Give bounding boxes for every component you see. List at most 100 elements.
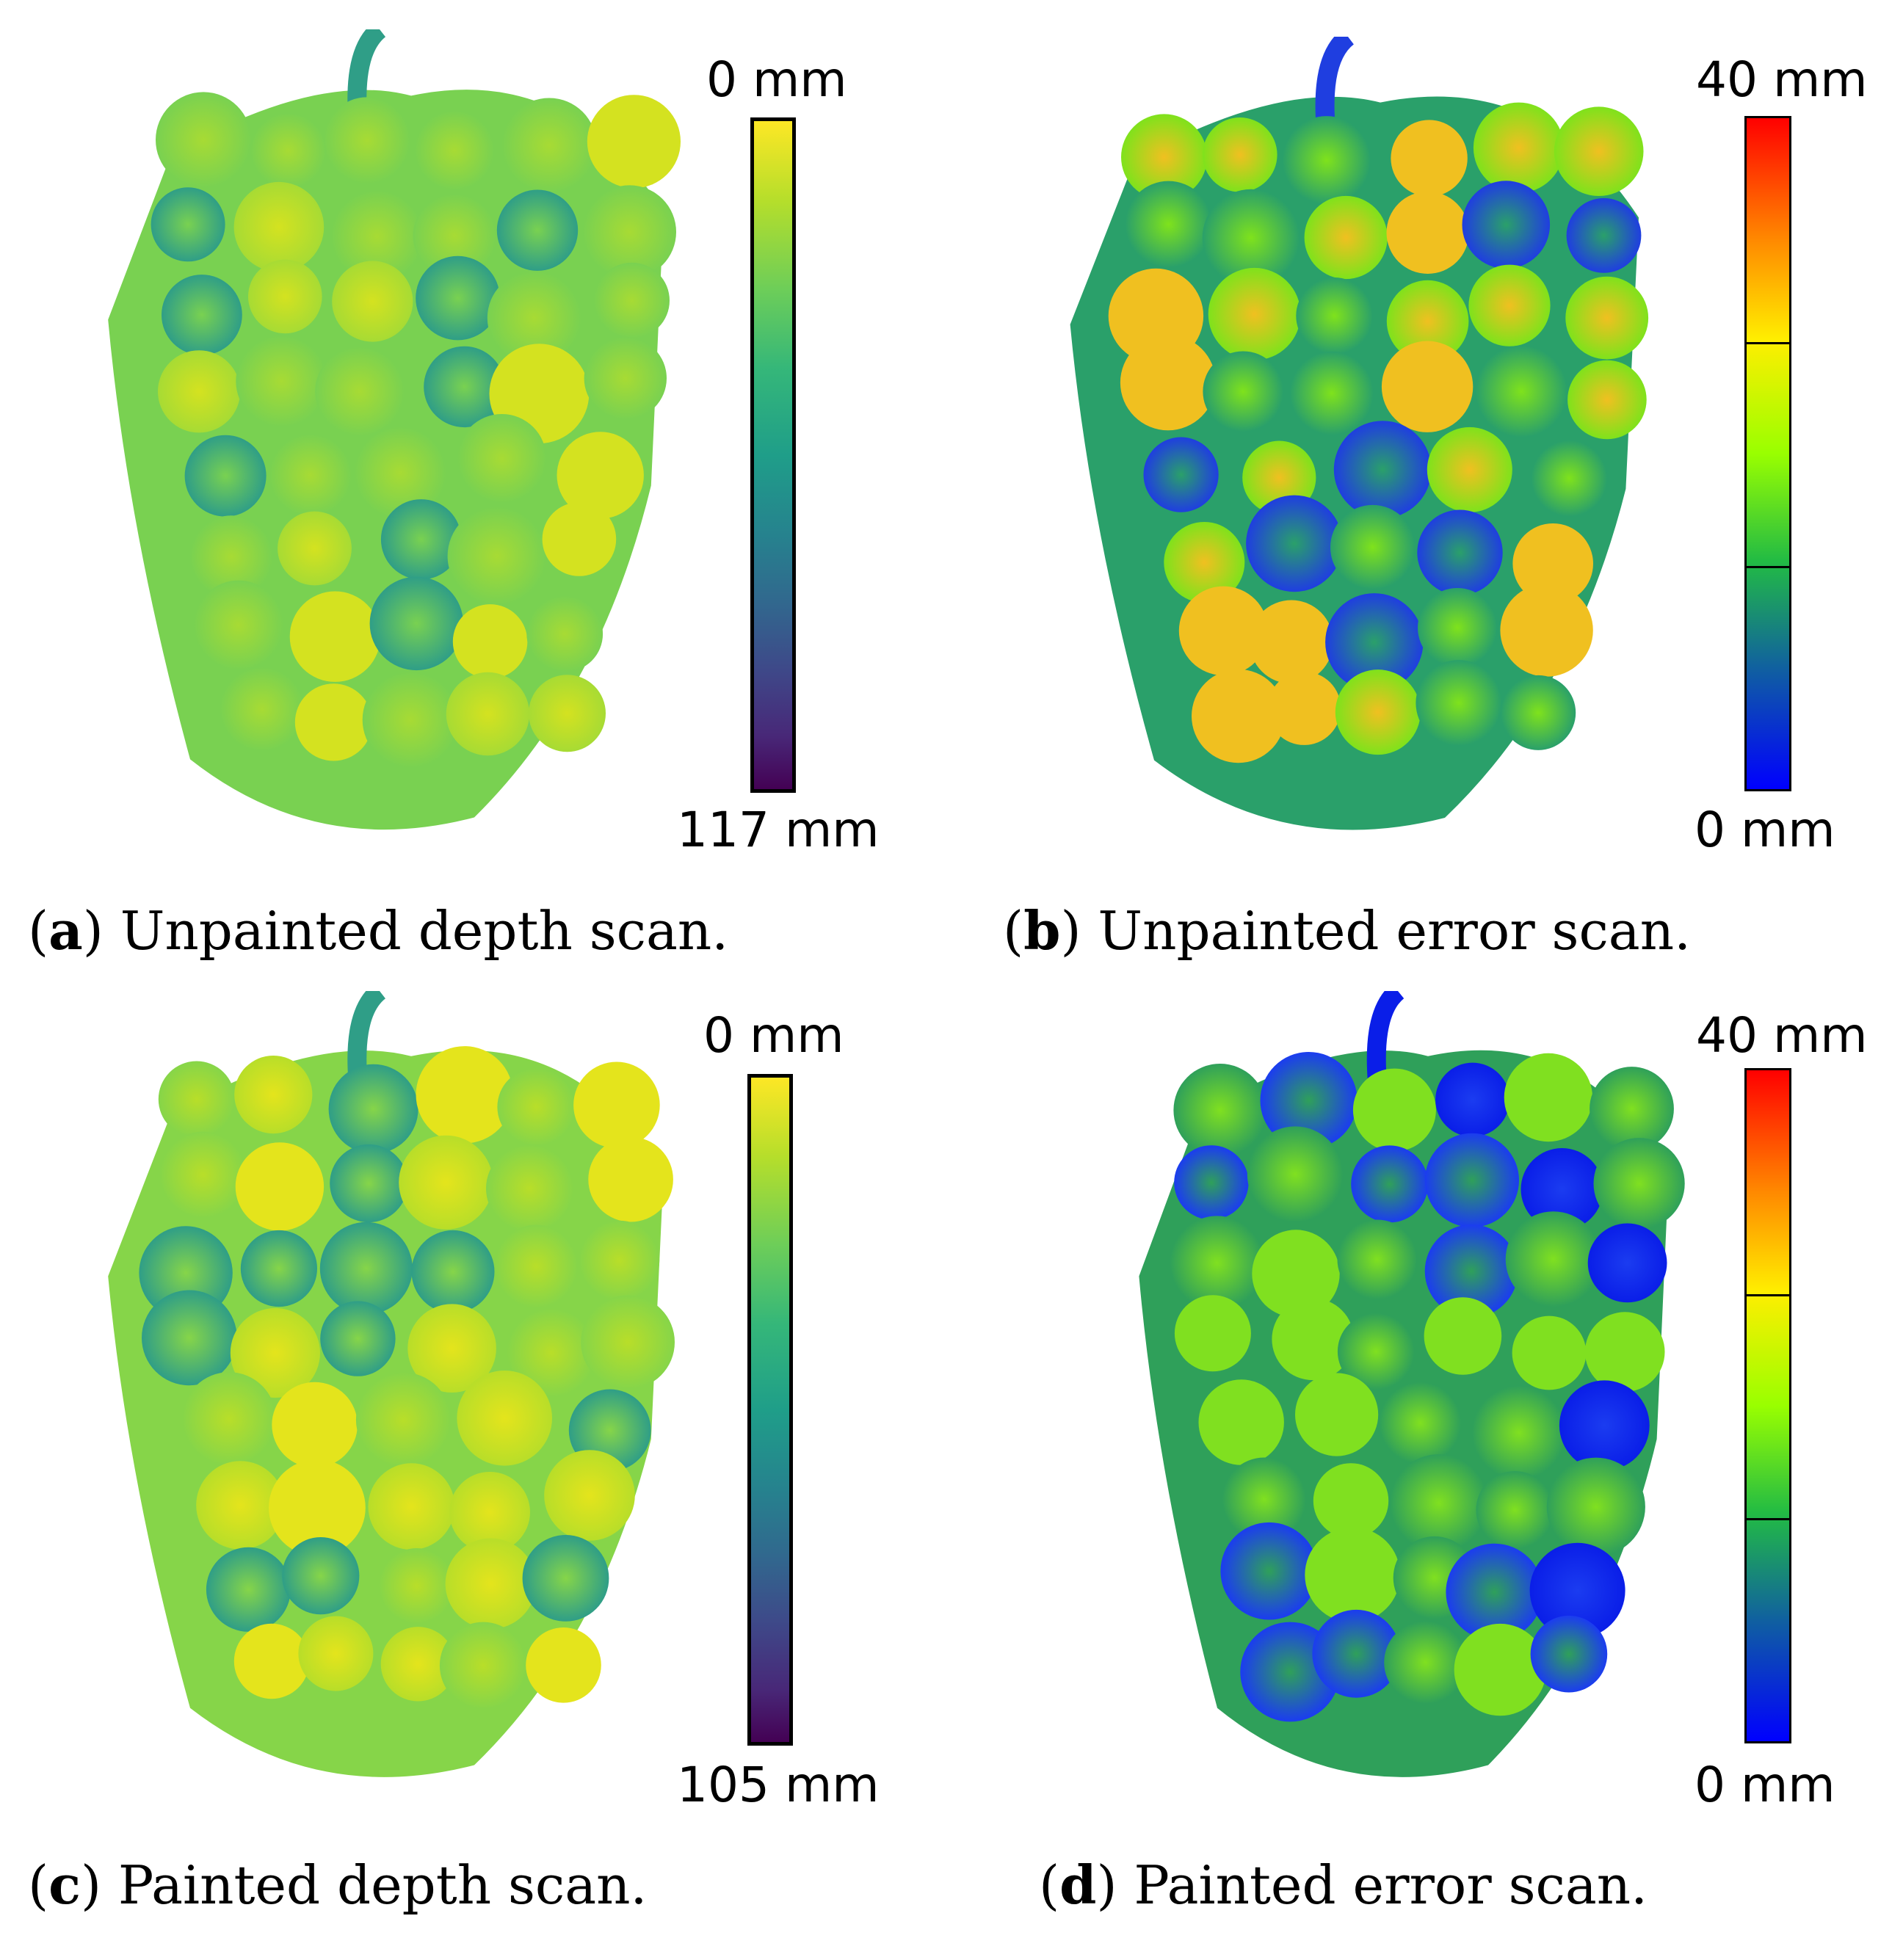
grape-berry xyxy=(193,580,283,670)
grape-berry xyxy=(1143,437,1219,512)
grape-berry xyxy=(234,1056,313,1134)
grape-berry xyxy=(1121,114,1208,200)
grape-berry xyxy=(1546,1457,1645,1556)
grape-berry xyxy=(330,1144,408,1223)
grape-berry xyxy=(1352,1068,1436,1152)
grape-berry xyxy=(581,1295,675,1390)
grape-berry xyxy=(1593,1138,1685,1230)
caption-c: (c) Painted depth scan. xyxy=(28,1854,648,1916)
caption-a-text: Unpainted depth scan. xyxy=(120,900,729,962)
grape-berry xyxy=(269,434,352,517)
grape-berry xyxy=(1290,351,1374,435)
colorbar-a-top-label: 0 mm xyxy=(706,51,847,108)
grape-berry xyxy=(1462,181,1551,269)
grape-berry xyxy=(332,261,413,342)
grape-berry xyxy=(1203,117,1277,192)
grape-berry xyxy=(269,1459,366,1556)
grape-berry xyxy=(1567,360,1647,440)
grape-berry xyxy=(1424,1297,1502,1375)
grape-berry xyxy=(1173,1064,1267,1157)
grape-berry xyxy=(1531,440,1608,517)
grape-berry xyxy=(529,675,606,752)
grape-berry xyxy=(496,189,579,271)
grape-berry xyxy=(151,187,225,262)
grape-berry xyxy=(1424,1224,1518,1318)
grape-berry xyxy=(380,1627,456,1702)
colorbar-d-bottom-label: 0 mm xyxy=(1695,1757,1835,1813)
grape-berry xyxy=(1427,427,1512,512)
caption-b-text: Unpainted error scan. xyxy=(1098,900,1691,962)
grape-berry xyxy=(1250,600,1333,684)
grape-berry xyxy=(1203,351,1283,432)
grape-berry xyxy=(445,1538,537,1630)
grape-berry xyxy=(315,346,405,436)
grape-berry xyxy=(1476,1471,1554,1549)
grape-berry xyxy=(584,337,667,420)
grape-berry xyxy=(1529,1542,1625,1638)
grape-berry xyxy=(1178,586,1269,675)
grape-berry xyxy=(1446,1543,1543,1641)
grape-berry xyxy=(1418,588,1497,667)
colorbar-c-top-label: 0 mm xyxy=(703,1007,844,1064)
grape-berry xyxy=(1170,1216,1264,1310)
grape-berry xyxy=(457,1371,552,1466)
grape-berry xyxy=(1386,191,1469,274)
grape-berry xyxy=(1475,345,1567,438)
grape-berry xyxy=(248,259,322,334)
grape-berry xyxy=(1501,675,1576,750)
grape-berry xyxy=(1504,1053,1593,1142)
grape-berry xyxy=(497,1068,576,1146)
grape-berry xyxy=(1521,1148,1603,1230)
colorbar-a-viridis xyxy=(750,117,796,793)
painted-depth-scan-image xyxy=(108,991,675,1777)
painted-error-scan-image xyxy=(1139,991,1685,1777)
grape-berry xyxy=(449,1472,530,1553)
grape-berry xyxy=(1120,335,1216,431)
grape-berry xyxy=(1381,341,1474,432)
grape-berry xyxy=(1174,1145,1249,1220)
grape-berry xyxy=(196,1461,285,1550)
grape-berry xyxy=(282,1537,360,1615)
grape-berry xyxy=(399,1135,493,1230)
grape-berry xyxy=(158,350,241,433)
grape-berry xyxy=(415,110,494,190)
grape-berry xyxy=(1304,195,1388,280)
grape-berry xyxy=(1267,671,1341,745)
colorbar-b-jet xyxy=(1744,116,1791,791)
grape-berry xyxy=(1435,1062,1510,1137)
grape-berry xyxy=(1312,1609,1401,1698)
caption-d-text: Painted error scan. xyxy=(1134,1854,1648,1916)
grape-berry xyxy=(319,1222,413,1315)
grape-berry xyxy=(294,683,372,761)
colorbar-c-viridis xyxy=(747,1074,793,1746)
grape-berry xyxy=(486,1144,573,1233)
grape-berry xyxy=(233,181,325,272)
grape-berry xyxy=(159,1131,247,1218)
grape-berry xyxy=(507,1308,595,1397)
grape-berry xyxy=(1305,1527,1401,1623)
grape-berry xyxy=(446,672,530,756)
grape-berry xyxy=(368,1463,455,1550)
grape-berry xyxy=(1566,197,1642,273)
grape-berry xyxy=(582,185,677,279)
grape-berry xyxy=(298,1616,374,1691)
grape-berry xyxy=(1390,1454,1488,1552)
grape-berry xyxy=(1198,1379,1284,1465)
grape-berry xyxy=(331,190,423,283)
grape-berry xyxy=(250,113,326,189)
grape-berry xyxy=(1351,1145,1429,1223)
grape-berry xyxy=(354,427,446,519)
caption-d: (d) Painted error scan. xyxy=(1039,1854,1648,1916)
colorbar-d-tick xyxy=(1747,1294,1789,1296)
grape-berry xyxy=(1272,1298,1354,1381)
grape-berry xyxy=(1587,1223,1667,1303)
grape-berry xyxy=(1337,1219,1417,1299)
grape-berry xyxy=(447,507,546,606)
grape-berry xyxy=(1260,1052,1358,1150)
grape-berry xyxy=(1590,1067,1674,1151)
grape-berry xyxy=(593,262,670,338)
grape-berry xyxy=(1192,669,1286,763)
grape-berry xyxy=(1222,1457,1306,1542)
grape-berry xyxy=(416,1046,513,1144)
grape-berry xyxy=(1416,660,1502,746)
